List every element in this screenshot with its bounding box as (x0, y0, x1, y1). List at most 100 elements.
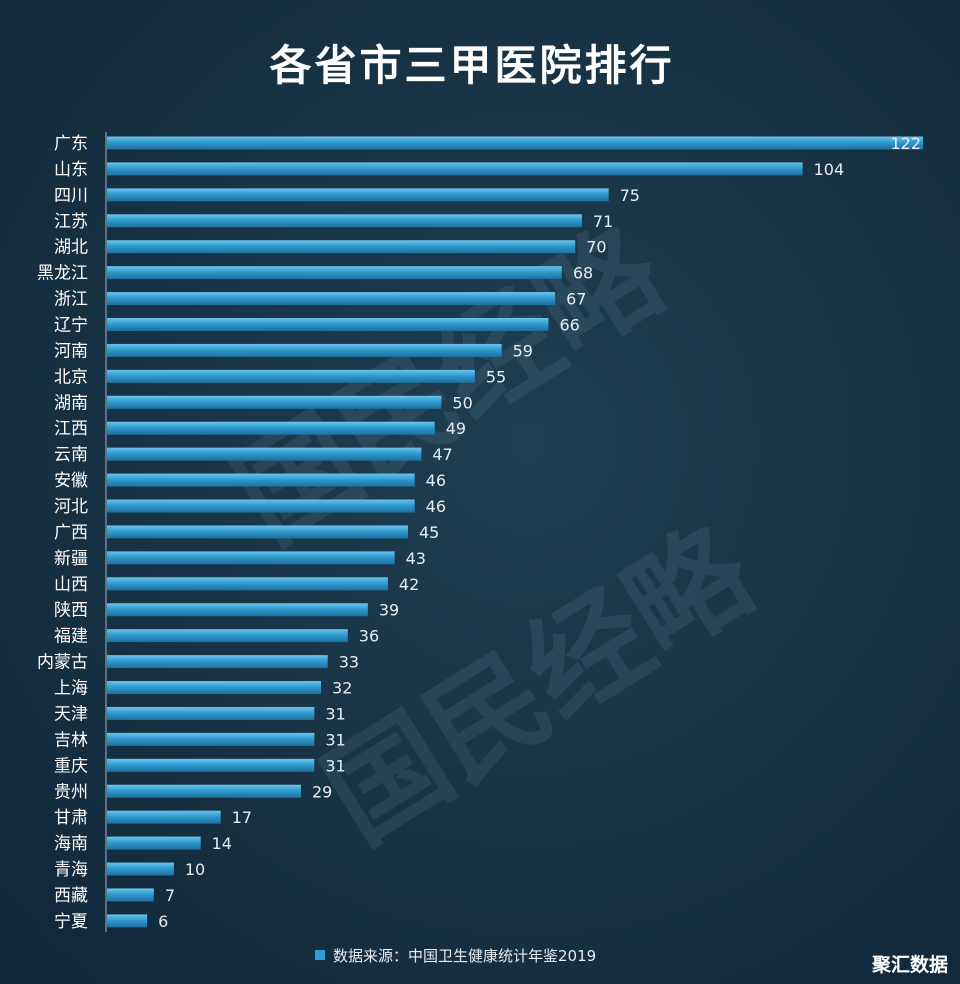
category-label: 青海 (54, 860, 88, 880)
category-label: 天津 (54, 704, 88, 724)
bar (107, 266, 562, 280)
data-label: 31 (325, 756, 345, 775)
category-label: 江苏 (54, 212, 88, 232)
data-label: 42 (399, 575, 419, 594)
bar (107, 551, 395, 565)
bar (107, 214, 582, 228)
bar (107, 395, 442, 409)
bar (107, 473, 415, 487)
category-label: 新疆 (54, 549, 88, 569)
data-label: 59 (513, 341, 533, 360)
data-label: 6 (158, 912, 168, 931)
bar (107, 810, 221, 824)
data-label: 39 (379, 601, 399, 620)
category-label: 内蒙古 (37, 653, 88, 673)
category-label: 云南 (54, 445, 88, 465)
category-label: 上海 (54, 679, 88, 699)
bar (107, 447, 422, 461)
data-label: 46 (426, 497, 446, 516)
bar (107, 655, 328, 669)
category-label: 浙江 (54, 290, 88, 310)
data-label: 104 (814, 160, 845, 179)
data-label: 66 (559, 316, 579, 335)
category-label: 福建 (54, 627, 88, 647)
bar (107, 318, 549, 332)
category-label: 四川 (54, 186, 88, 206)
bar (107, 343, 502, 357)
bar (107, 292, 556, 306)
bar (107, 629, 348, 643)
data-label: 43 (406, 549, 426, 568)
category-label: 甘肃 (54, 808, 88, 828)
category-label: 宁夏 (54, 912, 88, 932)
category-label: 广东 (54, 134, 88, 154)
category-label: 北京 (54, 367, 88, 387)
legend-swatch (315, 950, 325, 960)
category-label: 辽宁 (54, 316, 88, 336)
bar (107, 421, 435, 435)
bar (107, 862, 174, 876)
category-label: 黑龙江 (37, 264, 88, 284)
watermark-text-1: 国民经略 (212, 201, 687, 569)
data-label: 31 (325, 730, 345, 749)
category-label: 河南 (54, 341, 88, 361)
bar (107, 188, 609, 202)
data-label: 32 (332, 679, 352, 698)
bar (107, 836, 201, 850)
bar (107, 369, 475, 383)
data-label: 75 (620, 186, 640, 205)
category-label: 湖南 (54, 393, 88, 413)
chart-title: 各省市三甲医院排行 (269, 41, 674, 90)
data-label: 31 (325, 704, 345, 723)
data-label: 67 (566, 290, 586, 309)
category-label: 贵州 (54, 782, 88, 802)
bar (107, 732, 315, 746)
category-label: 湖北 (54, 238, 88, 258)
legend: 数据来源：中国卫生健康统计年鉴2019 (315, 947, 596, 965)
data-label: 50 (452, 393, 472, 412)
bar (107, 603, 368, 617)
bar (107, 577, 388, 591)
category-label: 海南 (54, 834, 88, 854)
data-label: 122 (890, 134, 921, 153)
data-label: 49 (446, 419, 466, 438)
category-label: 安徽 (54, 471, 88, 491)
data-label: 14 (212, 834, 232, 853)
bar (107, 525, 408, 539)
category-label: 陕西 (54, 601, 88, 621)
category-label: 西藏 (54, 886, 88, 906)
brand-label: 聚汇数据 (871, 953, 948, 976)
bar (107, 162, 803, 176)
data-label: 71 (593, 212, 613, 231)
category-label: 山西 (54, 575, 88, 595)
category-label: 吉林 (54, 730, 88, 750)
data-label: 70 (586, 238, 606, 257)
bar (107, 758, 315, 772)
category-label: 重庆 (54, 756, 88, 776)
data-label: 55 (486, 367, 506, 386)
bar (107, 914, 148, 928)
data-label: 47 (432, 445, 452, 464)
data-label: 46 (426, 471, 446, 490)
data-label: 29 (312, 782, 332, 801)
category-label: 山东 (54, 160, 88, 180)
bar (107, 136, 923, 150)
category-label: 广西 (54, 523, 88, 543)
bar (107, 681, 322, 695)
data-label: 7 (165, 886, 175, 905)
bar (107, 784, 301, 798)
legend-label: 数据来源：中国卫生健康统计年鉴2019 (333, 947, 596, 965)
data-label: 68 (573, 264, 593, 283)
data-label: 17 (232, 808, 252, 827)
bar (107, 888, 154, 902)
bar (107, 240, 576, 254)
bar (107, 499, 415, 513)
data-label: 10 (185, 860, 205, 879)
bar (107, 706, 315, 720)
data-label: 36 (359, 627, 379, 646)
data-label: 45 (419, 523, 439, 542)
category-label: 江西 (54, 419, 88, 439)
data-label: 33 (339, 653, 359, 672)
